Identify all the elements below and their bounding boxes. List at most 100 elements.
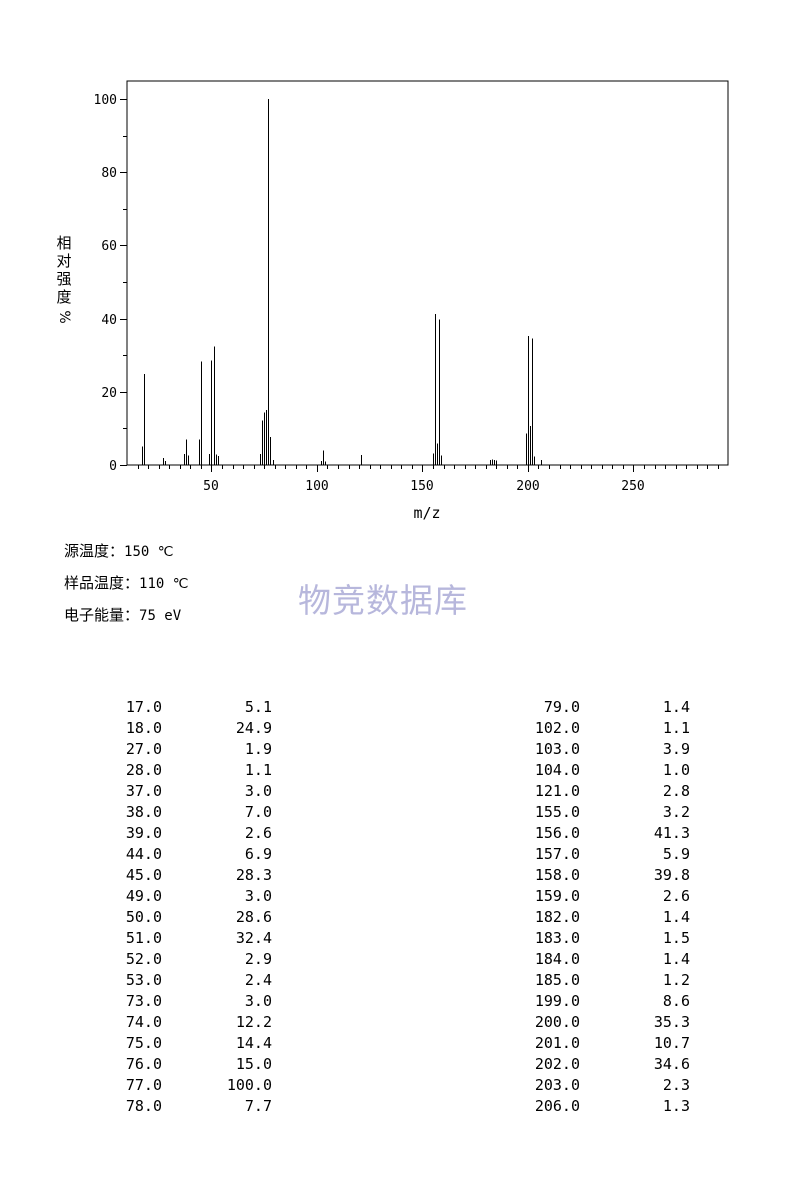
peak-table-row: 199.0 8.6 bbox=[0, 991, 720, 1012]
spectrum-bars bbox=[142, 99, 542, 465]
peak-table-row: 74.0 12.2 bbox=[0, 1012, 300, 1033]
peak-intensity-value: 3.2 bbox=[662, 803, 690, 821]
peak-table-row: 76.0 15.0 bbox=[0, 1054, 300, 1075]
peak-table-row: 39.0 2.6 bbox=[0, 823, 300, 844]
peak-mz-value: 203.0 bbox=[534, 1076, 580, 1094]
peak-intensity-value: 3.0 bbox=[244, 887, 272, 905]
peak-intensity-value: 1.9 bbox=[244, 740, 272, 758]
peak-table-row: 18.0 24.9 bbox=[0, 718, 300, 739]
peak-intensity-value: 7.7 bbox=[244, 1097, 272, 1115]
peak-mz-value: 202.0 bbox=[534, 1055, 580, 1073]
peak-intensity-value: 1.2 bbox=[662, 971, 690, 989]
param-value: 75 eV bbox=[139, 608, 182, 624]
peak-table-row: 182.0 1.4 bbox=[0, 907, 720, 928]
peak-mz-value: 158.0 bbox=[534, 866, 580, 884]
peak-intensity-value: 35.3 bbox=[653, 1013, 690, 1031]
param-label: 源温度： bbox=[64, 542, 125, 560]
peak-mz-value: 44.0 bbox=[125, 845, 162, 863]
peak-intensity-value: 39.8 bbox=[653, 866, 690, 884]
peak-mz-value: 77.0 bbox=[125, 1076, 162, 1094]
plot-frame bbox=[126, 80, 729, 466]
peak-intensity-value: 3.9 bbox=[662, 740, 690, 758]
peak-table-row: 27.0 1.9 bbox=[0, 739, 300, 760]
peak-mz-value: 52.0 bbox=[125, 950, 162, 968]
x-axis-label: m/z bbox=[413, 504, 440, 522]
peak-table-row: 121.0 2.8 bbox=[0, 781, 720, 802]
mass-spectrum-chart: 0 20 40 60 80 100 50 100 150 200 250 m/z bbox=[94, 80, 729, 522]
peak-table-row: 203.0 2.3 bbox=[0, 1075, 720, 1096]
axis-ticks: 0 20 40 60 80 100 50 100 150 200 250 bbox=[94, 93, 719, 494]
peak-intensity-value: 1.1 bbox=[244, 761, 272, 779]
param-sample-temperature: 样品温度：110 ℃ bbox=[64, 571, 188, 603]
peak-mz-value: 45.0 bbox=[125, 866, 162, 884]
param-value: 110 ℃ bbox=[139, 576, 189, 592]
peak-intensity-value: 3.0 bbox=[244, 782, 272, 800]
peak-mz-value: 183.0 bbox=[534, 929, 580, 947]
peak-mz-value: 200.0 bbox=[534, 1013, 580, 1031]
peak-intensity-value: 5.1 bbox=[244, 698, 272, 716]
peak-table-row: 155.0 3.2 bbox=[0, 802, 720, 823]
peak-table-row: 159.0 2.6 bbox=[0, 886, 720, 907]
peak-mz-value: 155.0 bbox=[534, 803, 580, 821]
peak-mz-value: 39.0 bbox=[125, 824, 162, 842]
peak-intensity-value: 1.4 bbox=[662, 698, 690, 716]
peak-table-row: 102.0 1.1 bbox=[0, 718, 720, 739]
peak-mz-value: 121.0 bbox=[534, 782, 580, 800]
peak-table-row: 73.0 3.0 bbox=[0, 991, 300, 1012]
peak-table-row: 37.0 3.0 bbox=[0, 781, 300, 802]
peak-intensity-value: 15.0 bbox=[235, 1055, 272, 1073]
peak-intensity-value: 5.9 bbox=[662, 845, 690, 863]
peak-mz-value: 76.0 bbox=[125, 1055, 162, 1073]
peak-mz-value: 53.0 bbox=[125, 971, 162, 989]
peak-mz-value: 104.0 bbox=[534, 761, 580, 779]
peak-table-row: 52.0 2.9 bbox=[0, 949, 300, 970]
peak-intensity-value: 32.4 bbox=[235, 929, 272, 947]
peak-mz-value: 28.0 bbox=[125, 761, 162, 779]
y-axis-label: 相 对 强 度 % bbox=[54, 234, 74, 326]
peak-table-row: 28.0 1.1 bbox=[0, 760, 300, 781]
peak-intensity-value: 1.0 bbox=[662, 761, 690, 779]
peak-table-row: 45.0 28.3 bbox=[0, 865, 300, 886]
peak-table-row: 79.0 1.4 bbox=[0, 697, 720, 718]
peak-intensity-value: 10.7 bbox=[653, 1034, 690, 1052]
peak-mz-value: 157.0 bbox=[534, 845, 580, 863]
peak-intensity-value: 41.3 bbox=[653, 824, 690, 842]
peak-intensity-value: 2.6 bbox=[662, 887, 690, 905]
peak-intensity-value: 1.3 bbox=[662, 1097, 690, 1115]
peak-table-row: 75.0 14.4 bbox=[0, 1033, 300, 1054]
peak-intensity-value: 28.6 bbox=[235, 908, 272, 926]
param-label: 样品温度： bbox=[64, 574, 140, 592]
peak-intensity-value: 2.3 bbox=[662, 1076, 690, 1094]
peak-intensity-value: 3.0 bbox=[244, 992, 272, 1010]
peak-mz-value: 73.0 bbox=[125, 992, 162, 1010]
param-value: 150 ℃ bbox=[124, 544, 174, 560]
x-tick-label: 100 bbox=[305, 479, 328, 494]
y-axis-unit: % bbox=[56, 310, 72, 324]
peak-mz-value: 102.0 bbox=[534, 719, 580, 737]
peak-table-row: 201.0 10.7 bbox=[0, 1033, 720, 1054]
peak-table-row: 50.0 28.6 bbox=[0, 907, 300, 928]
peak-mz-value: 159.0 bbox=[534, 887, 580, 905]
y-tick-label: 60 bbox=[101, 239, 117, 254]
y-axis-label-char: 对 bbox=[56, 252, 72, 270]
y-axis-label-char: 相 bbox=[56, 234, 72, 252]
peak-table-row: 200.0 35.3 bbox=[0, 1012, 720, 1033]
y-tick-label: 0 bbox=[109, 459, 117, 474]
peak-mz-value: 37.0 bbox=[125, 782, 162, 800]
peak-mz-value: 38.0 bbox=[125, 803, 162, 821]
instrument-parameters: 源温度：150 ℃ 样品温度：110 ℃ 电子能量：75 eV bbox=[64, 539, 188, 635]
x-tick-label: 50 bbox=[203, 479, 219, 494]
x-tick-label: 200 bbox=[516, 479, 539, 494]
y-tick-label: 100 bbox=[94, 93, 117, 108]
peak-table-left: 17.0 5.1 18.0 24.9 27.0 1.9 28.0 1.1 37.0 3.0 38.0… bbox=[0, 697, 300, 1117]
param-label: 电子能量： bbox=[64, 606, 140, 624]
peak-mz-value: 75.0 bbox=[125, 1034, 162, 1052]
peak-table-row: 17.0 5.1 bbox=[0, 697, 300, 718]
peak-table-row: 38.0 7.0 bbox=[0, 802, 300, 823]
param-source-temperature: 源温度：150 ℃ bbox=[64, 539, 188, 571]
peak-table-row: 78.0 7.7 bbox=[0, 1096, 300, 1117]
param-electron-energy: 电子能量：75 eV bbox=[64, 603, 188, 635]
peak-mz-value: 185.0 bbox=[534, 971, 580, 989]
peak-mz-value: 17.0 bbox=[125, 698, 162, 716]
peak-mz-value: 103.0 bbox=[534, 740, 580, 758]
